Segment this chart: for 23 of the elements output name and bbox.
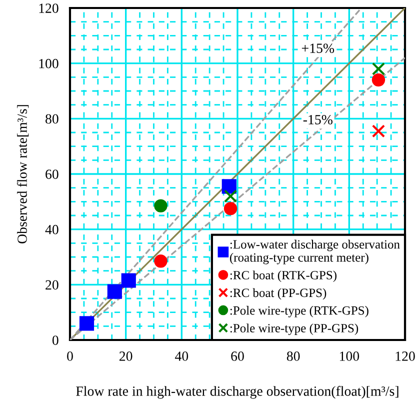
y-tick-label: 40 xyxy=(45,224,58,234)
legend-label: :Low-water discharge observation (roating-type current meter) xyxy=(230,240,400,264)
x-axis-title: Flow rate in high-water discharge observation(float)[m³/s] xyxy=(76,386,398,399)
legend-label: :Pole wire-type (PP-GPS) xyxy=(230,324,358,335)
x-tick-label: 120 xyxy=(396,352,415,361)
y-tick-label: 80 xyxy=(46,114,58,124)
y-tick-label: 0 xyxy=(52,336,58,345)
legend-label: :RC boat (PP-GPS) xyxy=(230,288,326,300)
y-tick-label: 20 xyxy=(46,280,58,290)
x-tick-label: 0 xyxy=(67,352,73,361)
annotation: -15% xyxy=(303,114,332,124)
y-tick-label: 100 xyxy=(39,58,58,68)
legend-label: :RC boat (RTK-GPS) xyxy=(230,270,336,282)
x-tick-label: 40 xyxy=(174,352,188,361)
annotation: +15% xyxy=(302,44,334,54)
x-tick-label: 20 xyxy=(120,352,132,361)
y-tick-label: 120 xyxy=(39,4,58,13)
x-tick-label: 60 xyxy=(231,352,244,361)
y-axis-title: Observed flow rate[m³/s] xyxy=(16,105,29,244)
x-tick-label: 80 xyxy=(286,352,300,361)
x-tick-label: 100 xyxy=(340,352,360,361)
legend-label: :Pole wire-type (RTK-GPS) xyxy=(230,306,368,318)
y-tick-label: 60 xyxy=(46,170,58,179)
